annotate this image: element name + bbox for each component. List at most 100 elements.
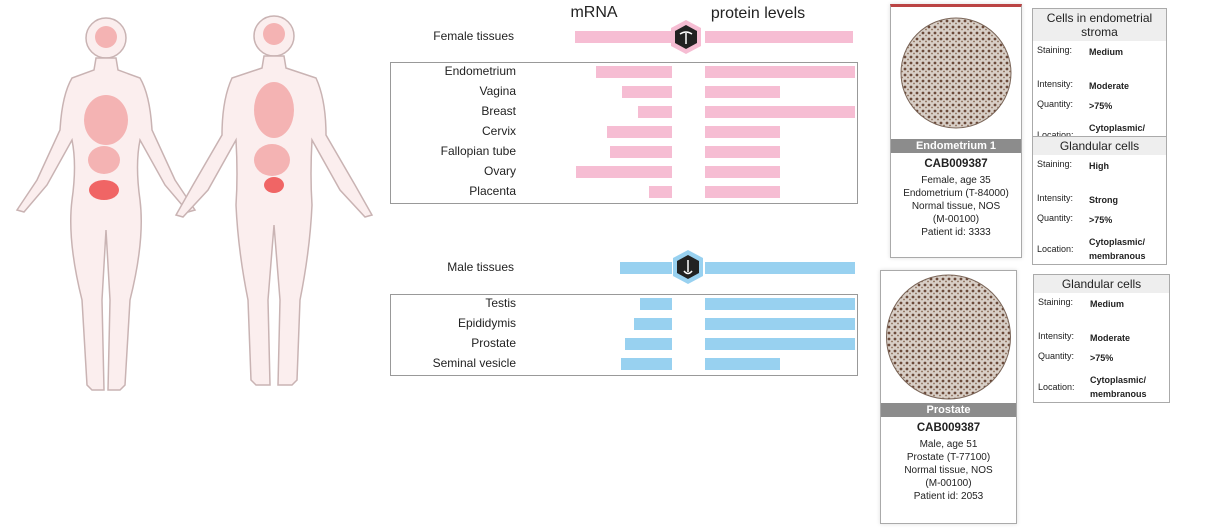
group-label: Male tissues [447,260,514,274]
field-value: Cytoplasmic/ membranous [1089,237,1146,261]
sample-detail: (M-00100) [932,214,980,225]
field-value: >75% [1089,101,1113,111]
annotation-row: Staining: High [1033,155,1166,189]
annotation-row: Staining: Medium [1034,293,1169,327]
protein-header: protein levels [711,5,805,22]
field-label: Location: [1037,130,1074,140]
protein-bar [705,186,780,198]
mrna-bar [622,86,672,98]
annotation-row: Quantity: >75% [1033,209,1166,234]
cell-type: Glandular cells [1033,137,1166,155]
protein-bar [705,31,853,43]
female-icon [671,20,701,54]
mrna-bar [621,358,672,370]
field-label: Location: [1037,244,1074,254]
field-label: Intensity: [1037,193,1074,203]
field-value: Strong [1089,195,1118,205]
mrna-bar [620,262,672,274]
tissue-core [900,17,1012,129]
annotation-row: Location: Cytoplasmic/ membranous [1033,234,1166,264]
mrna-bar [649,186,672,198]
protein-bar [705,298,855,310]
female-body [15,17,197,391]
sample-detail: Patient id: 2053 [913,491,984,502]
protein-bar [705,66,855,78]
tissue-label: Ovary [484,164,516,178]
sample-card: Endometrium 1 CAB009387 Female, age 35 Endo… [890,4,1022,258]
mrna-bar [625,338,672,350]
male-icon [673,250,703,284]
protein-bar [705,106,855,118]
field-value: Medium [1090,299,1125,309]
male-body [174,15,374,386]
annotation-row: Intensity: Moderate [1034,327,1169,347]
tissue-label: Prostate [471,336,516,350]
sample-detail: Patient id: 3333 [921,227,991,238]
annotation-box: Glandular cells Staining: High Intensity: St… [1032,136,1167,265]
field-label: Intensity: [1038,331,1075,341]
mrna-bar [638,106,672,118]
annotation-box: Cells in endometrial stroma Staining: Medi… [1032,8,1167,151]
tissue-label: Breast [481,104,516,118]
tissue-label: Seminal vesicle [433,356,517,370]
field-label: Location: [1038,382,1075,392]
protein-bar [705,358,780,370]
mrna-bar [596,66,672,78]
sample-title: Endometrium 1 [891,139,1021,153]
protein-bar [705,262,855,274]
tissue-image [881,271,1016,403]
sample-detail: Female, age 35 [921,175,991,186]
field-label: Quantity: [1037,213,1074,223]
sample-detail: Normal tissue, NOS [911,201,1001,212]
field-value: >75% [1089,215,1113,225]
annotation-box: Glandular cells Staining: Medium Intensity:… [1033,274,1170,403]
protein-bar [705,146,780,158]
annotation-row: Quantity: >75% [1034,347,1169,372]
female-organs [84,26,128,200]
sample-title: Prostate [881,403,1016,417]
tissue-label: Testis [485,296,516,310]
mrna-bar [610,146,672,158]
annotation-row: Location: Cytoplasmic/ membranous [1034,372,1169,402]
field-value: Medium [1089,47,1124,57]
sample-card: Prostate CAB009387 Male, age 51 Prostate (T… [880,270,1017,524]
group-label: Female tissues [433,29,514,43]
field-label: Staining: [1038,297,1074,307]
chart-area: mRNA protein levels Female tissues Endome… [15,4,858,391]
tissue-label: Fallopian tube [441,144,517,158]
cell-type: Glandular cells [1034,275,1169,293]
protein-bar [705,126,780,138]
field-value: High [1089,161,1109,171]
field-label: Quantity: [1038,351,1075,361]
tissue-image [891,7,1021,139]
protein-bar [705,86,780,98]
mrna-bar [575,31,672,43]
sample-detail: Male, age 51 [919,439,978,450]
annotation-row: Intensity: Moderate [1033,75,1166,95]
sample-detail: (M-00100) [925,478,972,489]
male-box [390,294,858,376]
tissue-label: Epididymis [458,316,516,330]
tissue-label: Vagina [480,84,517,98]
field-value: Cytoplasmic/ membranous [1090,375,1147,399]
field-label: Intensity: [1037,79,1074,89]
sample-detail: Normal tissue, NOS [904,465,993,476]
sample-detail: Prostate (T-77100) [906,452,991,463]
mrna-bar [634,318,672,330]
antibody-id: CAB009387 [924,158,988,170]
field-value: Moderate [1090,333,1131,343]
female-box [390,62,858,204]
mrna-bar [576,166,672,178]
protein-bar [705,166,780,178]
antibody-id: CAB009387 [916,422,981,434]
field-value: Moderate [1089,81,1130,91]
mrna-bar [640,298,672,310]
annotation-row: Quantity: >75% [1033,95,1166,120]
tissue-label: Placenta [469,184,516,198]
protein-bar [705,338,855,350]
field-label: Staining: [1037,45,1073,55]
tissue-label: Endometrium [445,64,516,78]
mrna-bar [607,126,672,138]
tissue-label: Cervix [482,124,516,138]
